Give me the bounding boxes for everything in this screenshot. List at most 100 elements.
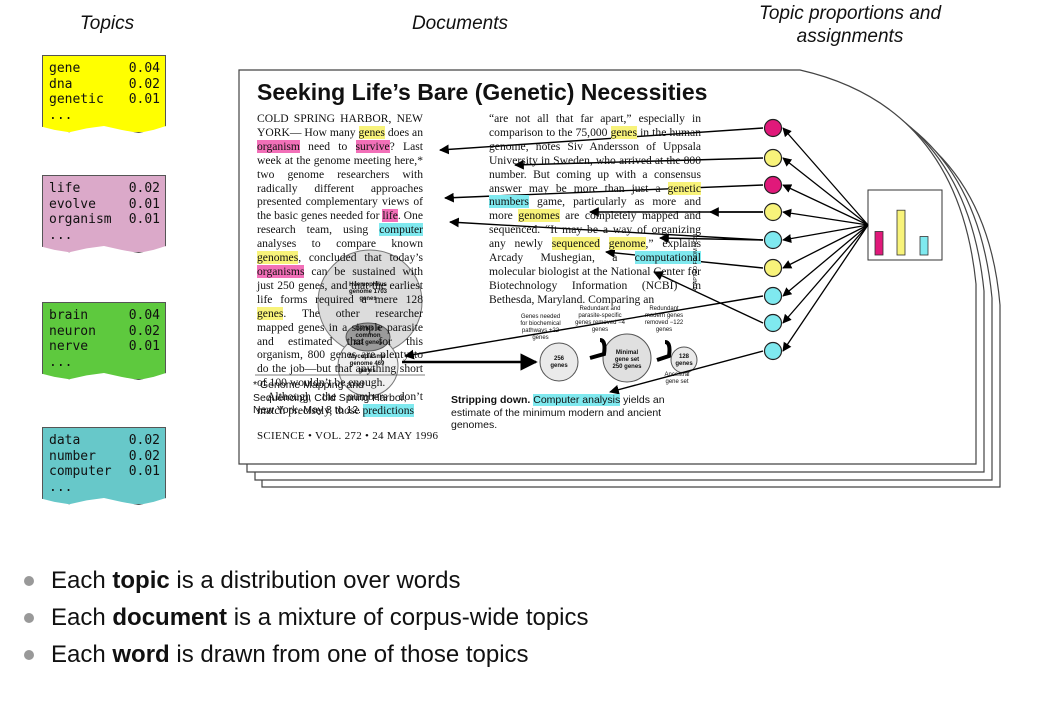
bullet-text: Each (51, 604, 113, 631)
text: molecular biologist at the National Cent… (489, 264, 701, 306)
topic-prob: 0.02 (128, 433, 160, 448)
flow-step-3: Redundant modern genes removed −122 gene… (644, 306, 684, 333)
topic-word-row: life 0.02 (49, 181, 160, 197)
column-1-paragraph-2: Although the numbers don’t match precise… (257, 390, 423, 418)
text: can be sustained with just 250 genes, an… (257, 264, 423, 306)
highlight-word: life (382, 209, 398, 223)
proportion-arrow (782, 224, 869, 244)
text (600, 237, 609, 250)
assignment-arrow (609, 350, 764, 395)
topic-prob: 0.04 (128, 61, 160, 76)
bullet-text: Each (51, 567, 113, 594)
figure-credit: ADAPTED FROM NCBI (693, 233, 699, 292)
topic-word-row: computer 0.01 (49, 464, 160, 480)
highlight-word: genome (608, 237, 646, 251)
flow-box-2: Minimal gene set 250 genes (612, 350, 642, 370)
text: . One research team, using (257, 209, 423, 237)
topic-prob: 0.01 (128, 196, 160, 212)
topic-word-row: dna 0.02 (49, 77, 160, 93)
highlight-word: sequenced (551, 237, 600, 251)
flow-box-3: 128 genes (675, 354, 693, 367)
text: “are not all that far apart,” especially… (489, 112, 701, 139)
highlight-word: computer (379, 223, 423, 237)
mycoplasma-label: Mycoplasma genome 469 genes (348, 354, 385, 374)
assignment-arrow (449, 217, 764, 241)
topics-header: Topics (79, 13, 135, 34)
text: are completely mapped and sequenced. “It… (489, 209, 701, 251)
topic-card: life 0.02 evolve 0.01 organism 0.01 ... (42, 175, 166, 253)
flow-bend-2 (656, 340, 672, 362)
topic-word: brain (49, 308, 89, 323)
topic-ellipsis: ... (49, 107, 73, 123)
text: analyses to compare known (257, 237, 423, 251)
haemophilus-label: Haemophilus genome 1703 genes (348, 282, 388, 302)
flow-step-4: Ancestral gene set (664, 372, 690, 385)
bullet-text: is a distribution over words (169, 567, 461, 594)
flow-128-circle (670, 346, 698, 374)
highlight-word: survive (355, 139, 390, 153)
highlight-word: Computer analysis (533, 394, 621, 406)
flow-250-circle (602, 333, 652, 383)
topic-ellipsis: ... (49, 479, 73, 495)
footnote: * Genome Mapping and Sequencing, Cold Sp… (253, 379, 407, 416)
bullet-text: Each (51, 641, 113, 668)
bullet-item: Each word is drawn from one of those top… (24, 636, 589, 673)
journal-citation: SCIENCE • VOL. 272 • 24 MAY 1996 (257, 430, 439, 442)
topic-card: brain 0.04 neuron 0.02 nerve 0.01 ... (42, 302, 166, 380)
highlight-word: predictions (362, 404, 415, 418)
topic-word: dna (49, 76, 73, 92)
topic-assignment-dot (763, 230, 783, 250)
topic-ellipsis: ... (49, 227, 73, 243)
highlight-word: genomes (257, 251, 299, 265)
genes-in-common-ellipse (345, 322, 391, 352)
dateline: COLD SPRING HARBOR, NEW YORK— (257, 112, 423, 139)
topic-ellipsis: ... (49, 354, 73, 370)
topic-card: data 0.02 number 0.02 computer 0.01 ... (42, 427, 166, 505)
highlight-word: genes (358, 125, 385, 139)
highlight-word: organism (257, 139, 300, 153)
topic-prob: 0.02 (128, 181, 160, 196)
caption-bold: Stripping down. (451, 394, 531, 406)
topic-word: data (49, 433, 81, 448)
article-title: Seeking Life’s Bare (Genetic) Necessitie… (257, 79, 708, 105)
topic-word-row: brain 0.04 (49, 308, 160, 324)
topic-assignment-dot (763, 286, 783, 306)
topic-proportion-bar (874, 231, 884, 256)
assignment-arrow (404, 295, 764, 360)
text: , concluded that today’s (298, 251, 423, 265)
topic-prob: 0.02 (128, 448, 160, 464)
proportion-arrow (782, 184, 869, 226)
flow-256-circle (539, 342, 579, 382)
text: does an (384, 125, 424, 139)
topic-card: gene 0.04 dna 0.02 genetic 0.01 ... (42, 55, 166, 133)
topic-assignment-dot (763, 313, 783, 333)
flow-box-1: 256 genes (550, 356, 568, 369)
text: ? Last week at the genome meeting here,*… (257, 139, 423, 223)
topic-word-row: number 0.02 (49, 449, 160, 465)
bullet-keyword: topic (112, 567, 170, 594)
proportions-header: Topic proportions and assignments (725, 2, 975, 48)
highlight-word: computational (634, 251, 701, 265)
topic-word: number (49, 448, 96, 464)
text: game, particularly as more and more (489, 195, 701, 223)
topic-assignment-dot (763, 118, 783, 138)
text: . The other researcher mapped genes in a… (257, 306, 423, 390)
topic-word: organism (49, 212, 112, 227)
text: ,” explains Arcady Mushegian, a (489, 237, 701, 265)
topic-word: evolve (49, 196, 96, 212)
proportion-arrow (782, 224, 869, 324)
bullet-item: Each topic is a distribution over words (24, 562, 589, 599)
topic-proportion-bar (896, 209, 906, 256)
flow-step-1: Genes needed for biochemical pathways +2… (520, 314, 561, 341)
topic-assignment-dot (763, 175, 783, 195)
bullet-text: is drawn from one of those topics (169, 641, 529, 668)
proportions-header-line2: assignments (796, 26, 904, 47)
bullet-dot (24, 649, 34, 660)
topic-word: life (49, 181, 81, 196)
topic-word: computer (49, 464, 112, 479)
highlight-word: genomes (518, 209, 560, 223)
topic-assignment-dot (763, 148, 783, 168)
genes-in-common-label: Genes in common 233 genes (353, 326, 383, 346)
proportion-arrow (782, 208, 869, 226)
